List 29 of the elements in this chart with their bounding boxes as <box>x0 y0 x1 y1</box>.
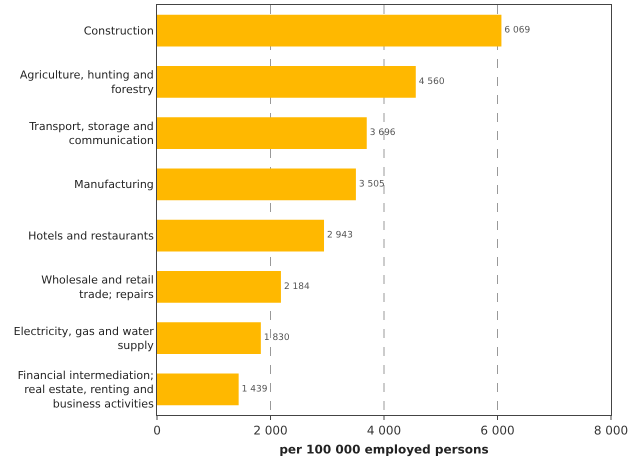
bar <box>157 117 367 150</box>
x-tick-label: 8 000 <box>594 423 628 438</box>
data-label: 1 830 <box>264 333 290 344</box>
bar <box>157 373 239 406</box>
data-label: 3 505 <box>358 179 385 190</box>
y-tick-label: Agriculture, hunting and forestry <box>20 68 154 96</box>
data-label: 4 560 <box>418 76 445 87</box>
bar <box>157 220 324 252</box>
x-tick-label: 0 <box>153 423 161 438</box>
data-label: 1 439 <box>242 384 268 394</box>
data-label: 2 184 <box>284 282 310 292</box>
y-tick-label: Manufacturing <box>74 178 154 192</box>
x-tick-label: 2 000 <box>253 423 288 438</box>
y-tick-label: Electricity, gas and water supply <box>14 324 154 352</box>
bar <box>157 66 416 98</box>
x-axis-title: per 100 000 employed persons <box>279 442 489 456</box>
bar <box>157 270 281 303</box>
y-tick-label: Construction <box>84 24 154 38</box>
y-tick-label: Transport, storage and communication <box>28 120 154 148</box>
bar <box>157 322 261 354</box>
data-label: 2 943 <box>327 230 353 241</box>
y-tick-label: Hotels and restaurants <box>28 229 154 242</box>
x-tick-label: 6 000 <box>480 423 515 438</box>
y-tick-label: Wholesale and retail trade; repairs <box>41 274 154 301</box>
data-label: 6 069 <box>504 26 530 36</box>
y-tick-label: Financial intermediation; real estate, renting and business activities <box>18 368 154 411</box>
bar <box>157 168 356 200</box>
x-tick-label: 4 000 <box>366 423 402 438</box>
bar <box>157 14 502 47</box>
